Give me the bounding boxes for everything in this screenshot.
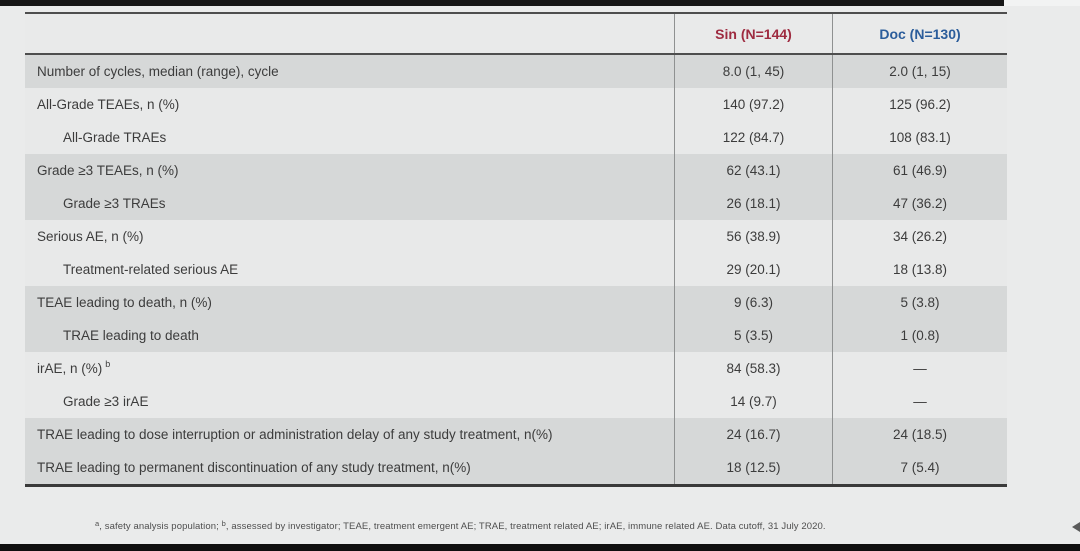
footnote-sup-a: a bbox=[95, 519, 100, 528]
table-row: Number of cycles, median (range), cycle 8… bbox=[25, 55, 1007, 88]
row-label-text: Grade ≥3 irAE bbox=[63, 394, 149, 409]
sin-value-cell: 8.0 (1, 45) bbox=[675, 55, 833, 88]
row-label: All-Grade TEAEs, n (%) bbox=[25, 88, 675, 121]
doc-value-cell: 5 (3.8) bbox=[900, 295, 940, 310]
col-header-doc: Doc (N=130) bbox=[879, 25, 961, 42]
table-row: Grade ≥3 TRAEs 26 (18.1) 47 (36.2) bbox=[25, 187, 1007, 220]
row-label-text: irAE, n (%) bbox=[37, 361, 103, 376]
table-row: All-Grade TEAEs, n (%) 140 (97.2) 125 (96.… bbox=[25, 88, 1007, 121]
doc-value-cell: 34 (26.2) bbox=[892, 229, 948, 244]
sin-value-cell: 56 (38.9) bbox=[675, 220, 833, 253]
table-row: All-Grade TRAEs 122 (84.7) 108 (83.1) bbox=[25, 121, 1007, 154]
row-label: TRAE leading to death bbox=[25, 319, 675, 352]
row-label: All-Grade TRAEs bbox=[25, 121, 675, 154]
table-row: Grade ≥3 irAE 14 (9.7) — bbox=[25, 385, 1007, 418]
sin-value-cell: 9 (6.3) bbox=[675, 286, 833, 319]
row-label: Number of cycles, median (range), cycle bbox=[25, 55, 675, 88]
row-label-text: Grade ≥3 TEAEs, n (%) bbox=[37, 163, 179, 178]
footnote-text-a: , safety analysis population; bbox=[99, 521, 222, 532]
footnote-sup-b: b bbox=[221, 519, 226, 528]
table-row: TRAE leading to death 5 (3.5) 1 (0.8) bbox=[25, 319, 1007, 352]
row-label-text: TRAE leading to death bbox=[63, 328, 199, 343]
sin-value-cell: 140 (97.2) bbox=[675, 88, 833, 121]
safety-results-table: Sin (N=144) Doc (N=130) Number of cycles… bbox=[25, 12, 1007, 487]
row-label-text: TEAE leading to death, n (%) bbox=[37, 295, 212, 310]
table-row: TRAE leading to dose interruption or adm… bbox=[25, 418, 1007, 451]
doc-value-cell: 7 (5.4) bbox=[900, 460, 940, 475]
bottom-letterbox-bar bbox=[0, 544, 1080, 551]
header-empty-cell bbox=[25, 14, 675, 53]
row-label-text: All-Grade TEAEs, n (%) bbox=[37, 97, 180, 112]
table-row: irAE, n (%) b 84 (58.3) — bbox=[25, 352, 1007, 385]
table-row: Treatment-related serious AE 29 (20.1) 18 … bbox=[25, 253, 1007, 286]
row-label-text: Grade ≥3 TRAEs bbox=[63, 196, 166, 211]
row-label-text: All-Grade TRAEs bbox=[63, 130, 167, 145]
row-label: Grade ≥3 irAE bbox=[25, 385, 675, 418]
sin-value-cell: 14 (9.7) bbox=[675, 385, 833, 418]
table-body: Number of cycles, median (range), cycle 8… bbox=[25, 55, 1007, 484]
row-label-text: Treatment-related serious AE bbox=[63, 262, 239, 277]
sin-value-cell: 5 (3.5) bbox=[675, 319, 833, 352]
footnote: a, safety analysis population; b, assess… bbox=[95, 519, 826, 532]
row-label: Serious AE, n (%) bbox=[25, 220, 675, 253]
top-letterbox-bar bbox=[0, 0, 1004, 6]
row-label-superscript: b bbox=[105, 358, 111, 369]
doc-value-cell: 2.0 (1, 15) bbox=[889, 64, 951, 79]
table-row: TEAE leading to death, n (%) 9 (6.3) 5 (3.… bbox=[25, 286, 1007, 319]
doc-value-cell: — bbox=[913, 361, 927, 376]
row-label-text: TRAE leading to permanent discontinuatio… bbox=[37, 460, 471, 475]
row-label: TEAE leading to death, n (%) bbox=[25, 286, 675, 319]
doc-value-cell: 24 (18.5) bbox=[892, 427, 948, 442]
table-header-row: Sin (N=144) Doc (N=130) bbox=[25, 14, 1007, 55]
sin-value-cell: 62 (43.1) bbox=[675, 154, 833, 187]
table-row: Grade ≥3 TEAEs, n (%) 62 (43.1) 61 (46.9) bbox=[25, 154, 1007, 187]
row-label: irAE, n (%) b bbox=[25, 352, 675, 385]
row-label: Treatment-related serious AE bbox=[25, 253, 675, 286]
doc-value-cell: 125 (96.2) bbox=[889, 97, 951, 112]
doc-value-cell: 61 (46.9) bbox=[892, 163, 948, 178]
footnote-text-b: , assessed by investigator; TEAE, treatm… bbox=[225, 521, 826, 532]
doc-value-cell: 47 (36.2) bbox=[892, 196, 948, 211]
row-label: Grade ≥3 TRAEs bbox=[25, 187, 675, 220]
sin-value-cell: 26 (18.1) bbox=[675, 187, 833, 220]
doc-value-cell: 108 (83.1) bbox=[889, 130, 951, 145]
sin-value-cell: 24 (16.7) bbox=[675, 418, 833, 451]
row-label-text: TRAE leading to dose interruption or adm… bbox=[37, 427, 553, 442]
sin-value-cell: 18 (12.5) bbox=[675, 451, 833, 484]
table-row: Serious AE, n (%) 56 (38.9) 34 (26.2) bbox=[25, 220, 1007, 253]
top-bar-gap bbox=[1004, 0, 1080, 6]
sin-value-cell: 84 (58.3) bbox=[675, 352, 833, 385]
doc-value-cell: 1 (0.8) bbox=[900, 328, 940, 343]
col-header-sin: Sin (N=144) bbox=[675, 14, 833, 53]
sin-value-cell: 29 (20.1) bbox=[675, 253, 833, 286]
sin-value-cell: 122 (84.7) bbox=[675, 121, 833, 154]
cursor-artifact bbox=[1072, 522, 1080, 532]
row-label: TRAE leading to permanent discontinuatio… bbox=[25, 451, 675, 484]
row-label-text: Serious AE, n (%) bbox=[37, 229, 144, 244]
row-label: Grade ≥3 TEAEs, n (%) bbox=[25, 154, 675, 187]
row-label: TRAE leading to dose interruption or adm… bbox=[25, 418, 675, 451]
row-label-text: Number of cycles, median (range), cycle bbox=[37, 64, 279, 79]
table-row: TRAE leading to permanent discontinuatio… bbox=[25, 451, 1007, 484]
doc-value-cell: — bbox=[913, 394, 927, 409]
doc-value-cell: 18 (13.8) bbox=[892, 262, 948, 277]
